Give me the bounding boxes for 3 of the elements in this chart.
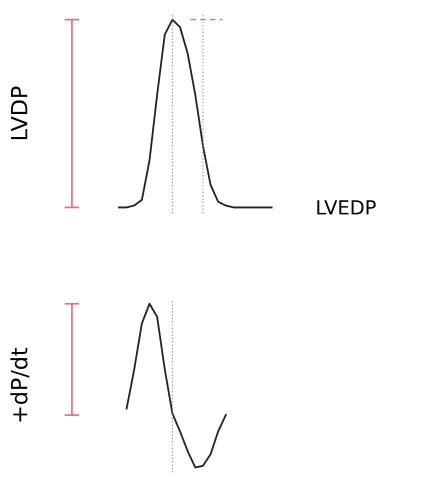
y-axis-title: +dP/dt [10, 348, 30, 422]
text: LVEDP [317, 200, 376, 214]
y-axis-title: LVDP [11, 86, 28, 140]
